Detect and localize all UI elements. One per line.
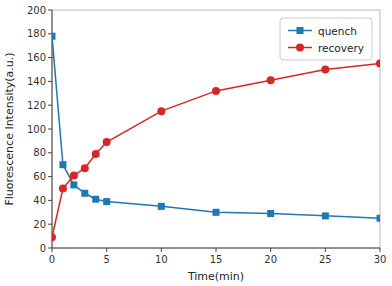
marker xyxy=(92,196,99,203)
marker xyxy=(81,190,88,197)
marker xyxy=(59,185,67,193)
marker xyxy=(267,210,274,217)
x-tick xyxy=(325,248,326,252)
x-tick-label: 20 xyxy=(264,254,277,265)
x-tick-label: 10 xyxy=(155,254,168,265)
x-tick-label: 5 xyxy=(103,254,109,265)
x-axis-label: Time(min) xyxy=(187,270,244,283)
series-line xyxy=(52,64,380,238)
y-tick-label: 60 xyxy=(33,171,46,182)
chart: 0 5 10 15 20 25 30 0 20 40 60 80 100 120 140 160 180 200 T… xyxy=(0,0,392,286)
x-tick xyxy=(270,248,271,252)
y-tick xyxy=(48,81,52,82)
y-tick-label: 180 xyxy=(27,28,46,39)
y-tick-label: 160 xyxy=(27,52,46,63)
marker xyxy=(322,212,329,219)
marker xyxy=(103,138,111,146)
series-line xyxy=(52,36,380,218)
marker xyxy=(52,33,56,40)
legend-label: recovery xyxy=(318,42,364,54)
y-tick-label: 200 xyxy=(27,5,46,16)
marker xyxy=(213,209,220,216)
marker xyxy=(70,171,78,179)
x-tick-label: 30 xyxy=(374,254,387,265)
legend-label: quench xyxy=(318,25,357,37)
marker xyxy=(92,150,100,158)
marker xyxy=(59,161,66,168)
y-tick-label: 120 xyxy=(27,100,46,111)
y-tick-label: 140 xyxy=(27,76,46,87)
x-tick-label: 15 xyxy=(210,254,223,265)
legend-marker xyxy=(296,44,304,52)
marker xyxy=(267,76,275,84)
y-tick xyxy=(48,33,52,34)
y-tick xyxy=(48,57,52,58)
marker xyxy=(70,181,77,188)
y-tick xyxy=(48,152,52,153)
x-tick xyxy=(380,248,381,252)
marker xyxy=(321,66,329,74)
y-tick xyxy=(48,10,52,11)
legend: quench recovery xyxy=(280,18,372,60)
y-tick-label: 80 xyxy=(33,147,46,158)
marker xyxy=(212,87,220,95)
marker xyxy=(52,233,56,241)
marker xyxy=(158,203,165,210)
y-tick xyxy=(48,176,52,177)
marker xyxy=(377,215,381,222)
plot-frame xyxy=(52,10,380,248)
x-tick xyxy=(106,248,107,252)
marker xyxy=(157,107,165,115)
marker xyxy=(81,164,89,172)
y-tick-label: 40 xyxy=(33,195,46,206)
x-tick-label: 25 xyxy=(319,254,332,265)
y-tick xyxy=(48,105,52,106)
plot-area xyxy=(52,33,380,242)
marker xyxy=(376,60,380,68)
marker xyxy=(103,198,110,205)
legend-box xyxy=(280,18,372,60)
x-tick xyxy=(216,248,217,252)
y-tick xyxy=(48,224,52,225)
y-tick-label: 20 xyxy=(33,219,46,230)
y-tick xyxy=(48,248,52,249)
x-tick-label: 0 xyxy=(49,254,55,265)
x-tick xyxy=(52,248,53,252)
y-tick-label: 100 xyxy=(27,124,46,135)
y-tick xyxy=(48,200,52,201)
y-tick xyxy=(48,129,52,130)
legend-marker xyxy=(297,27,304,34)
x-tick xyxy=(161,248,162,252)
y-tick-label: 0 xyxy=(40,243,46,254)
y-axis-label: Fluorescence Intensity(a.u.) xyxy=(3,52,16,205)
